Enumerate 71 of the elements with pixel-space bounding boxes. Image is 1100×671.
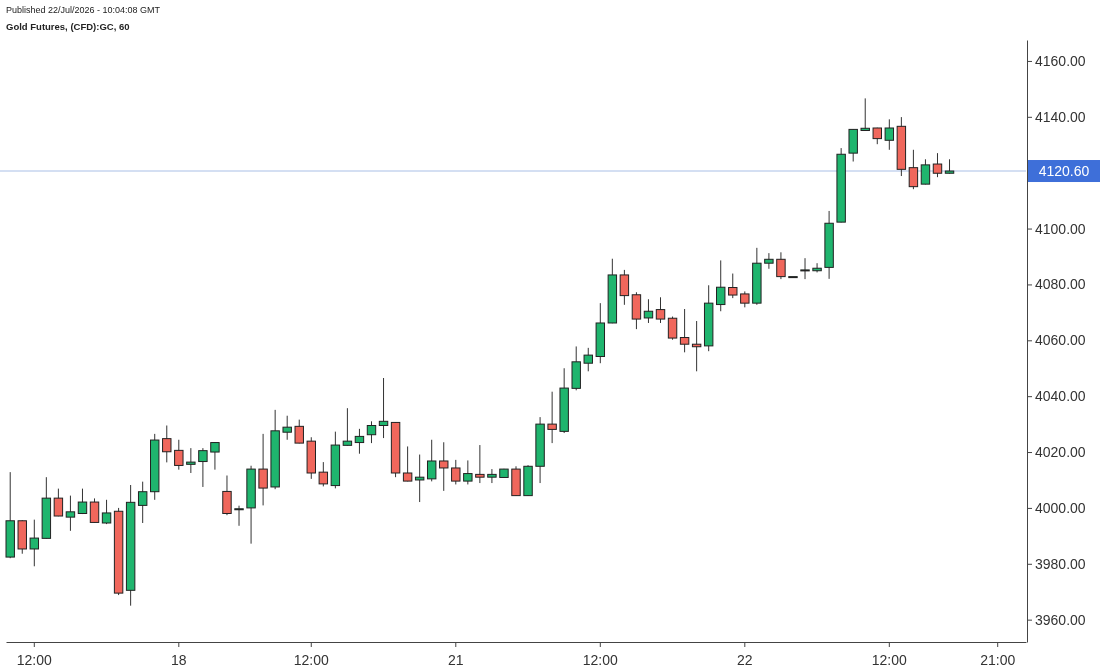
candlestick bbox=[800, 257, 810, 280]
candlestick bbox=[655, 296, 666, 324]
y-tick-label: 4100.00 bbox=[1035, 220, 1086, 237]
candlestick bbox=[776, 251, 786, 280]
candlestick bbox=[294, 419, 304, 444]
candlestick bbox=[65, 495, 76, 532]
x-tick-label: 21 bbox=[448, 652, 464, 669]
candlestick bbox=[908, 149, 919, 190]
candlestick bbox=[77, 488, 88, 515]
candlestick bbox=[860, 97, 870, 132]
candlestick bbox=[414, 454, 425, 503]
candlestick bbox=[186, 447, 196, 474]
candlestick bbox=[691, 320, 702, 372]
candlestick bbox=[728, 273, 738, 299]
candlestick bbox=[920, 158, 931, 185]
candlestick bbox=[583, 347, 593, 372]
y-tick-label: 4060.00 bbox=[1035, 332, 1086, 349]
y-tick-label: 3960.00 bbox=[1035, 611, 1086, 628]
candlestick bbox=[174, 439, 184, 471]
candlestick bbox=[234, 505, 244, 527]
candlestick bbox=[282, 415, 292, 441]
candlestick bbox=[354, 428, 365, 455]
x-tick-label: 22 bbox=[737, 652, 753, 669]
candlestick bbox=[547, 391, 557, 444]
x-tick-label: 21:00 bbox=[980, 652, 1016, 669]
candlestick bbox=[29, 519, 40, 567]
candlestick bbox=[848, 128, 858, 163]
candlestick bbox=[137, 481, 148, 524]
candlestick bbox=[716, 259, 726, 312]
candlestick bbox=[619, 269, 630, 306]
ref-line-label: 4120.60 bbox=[1038, 163, 1090, 180]
y-tick-label: 3980.00 bbox=[1035, 555, 1086, 572]
candlestick bbox=[764, 252, 774, 270]
candlestick bbox=[932, 152, 943, 178]
x-tick-label: 12:00 bbox=[582, 652, 619, 669]
y-tick-label: 4080.00 bbox=[1035, 276, 1086, 293]
candlestick bbox=[643, 298, 654, 324]
x-tick-label: 18 bbox=[171, 652, 187, 669]
x-tick-label: 12:00 bbox=[16, 652, 53, 669]
candlestick bbox=[475, 444, 485, 484]
y-tick-label: 4020.00 bbox=[1035, 444, 1086, 461]
chart-subtitle: Published 22/Jul/2026 - 10:04:08 GMT bbox=[6, 5, 161, 15]
candlestick bbox=[463, 459, 473, 485]
candlestick bbox=[812, 262, 822, 273]
candlestick bbox=[426, 439, 437, 482]
candlestick bbox=[210, 441, 220, 471]
candlestick bbox=[366, 420, 377, 444]
chart-title: Gold Futures, (CFD):GC, 60 bbox=[6, 21, 130, 32]
candlestick bbox=[402, 445, 413, 482]
x-tick-label: 12:00 bbox=[293, 652, 329, 669]
y-tick-label: 4000.00 bbox=[1035, 499, 1086, 516]
candlestick bbox=[222, 475, 232, 516]
x-tick-label: 12:00 bbox=[871, 652, 908, 669]
candlestick bbox=[439, 441, 449, 492]
y-tick-label: 4040.00 bbox=[1035, 388, 1086, 405]
candlestick bbox=[487, 468, 497, 484]
candlestick bbox=[342, 407, 353, 447]
candlestick bbox=[89, 497, 100, 524]
candlestick bbox=[101, 499, 112, 525]
candlestick bbox=[162, 425, 172, 463]
candlestick bbox=[378, 377, 389, 439]
candlestick bbox=[667, 316, 678, 341]
y-tick-label: 4140.00 bbox=[1035, 108, 1086, 125]
candlestick bbox=[318, 461, 329, 487]
candlestick bbox=[258, 433, 268, 506]
y-tick-label: 4160.00 bbox=[1035, 52, 1086, 69]
candlestick bbox=[451, 459, 461, 485]
candlestick bbox=[198, 447, 208, 488]
candlestick bbox=[53, 488, 64, 517]
candlestick bbox=[679, 308, 690, 353]
candlestick bbox=[884, 118, 895, 151]
